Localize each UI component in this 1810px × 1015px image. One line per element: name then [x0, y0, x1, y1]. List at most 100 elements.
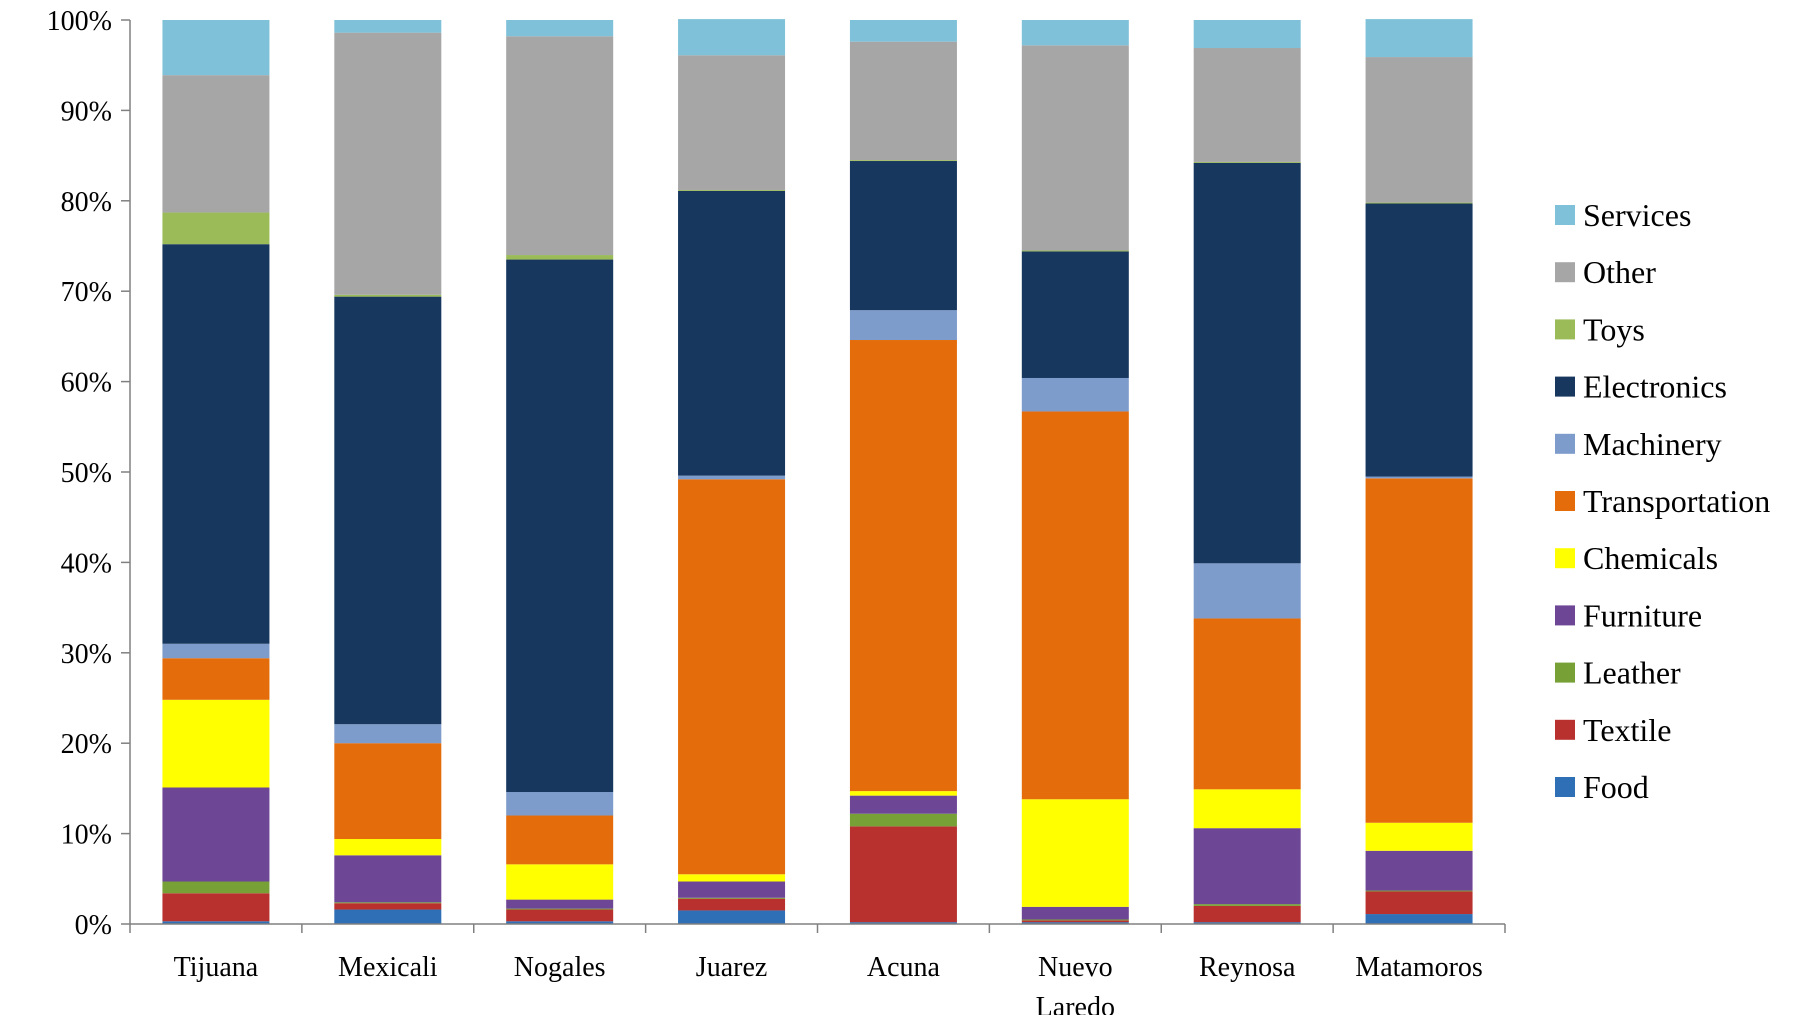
bar-segment-services-juarez: [678, 19, 786, 56]
bar-segment-electronics-nogales: [506, 259, 614, 793]
x-category-label: Acuna: [867, 952, 941, 983]
bar-segment-services-nogales: [506, 20, 614, 37]
bar-segment-electronics-mexicali: [334, 296, 442, 725]
legend-label-toys: Toys: [1583, 311, 1645, 347]
bar-segment-other-reynosa: [1193, 48, 1301, 162]
x-category-label: Juarez: [696, 952, 768, 983]
bar-segment-food-reynosa: [1193, 922, 1301, 924]
bar-segment-leather-tijuana: [162, 881, 270, 894]
legend-swatch-chemicals: [1555, 548, 1575, 569]
bar-segment-toys-nuevo-laredo: [1021, 250, 1129, 252]
axes-layer: 0% 10% 20% 30% 40% 50% 60% 70% 80% 90% 100% Tijuana…: [47, 6, 1506, 1015]
bar-segment-toys-tijuana: [162, 212, 270, 245]
bar-segment-leather-nogales: [506, 908, 614, 910]
bar-segment-textile-matamoros: [1365, 891, 1473, 915]
bar-segment-transportation-reynosa: [1193, 618, 1301, 790]
bar-segment-electronics-matamoros: [1365, 203, 1473, 477]
bar-segment-food-nogales: [506, 921, 614, 924]
legend-label-textile: Textile: [1583, 712, 1671, 748]
y-tick-label: 40%: [61, 548, 112, 579]
bar-segment-leather-nuevo-laredo: [1021, 919, 1129, 921]
bar-segment-leather-mexicali: [334, 902, 442, 904]
bar-segment-machinery-juarez: [678, 475, 786, 480]
bar-segment-transportation-juarez: [678, 479, 786, 875]
bar-segment-transportation-nogales: [506, 815, 614, 865]
bar-segment-textile-nogales: [506, 909, 614, 922]
bar-segment-food-juarez: [678, 910, 786, 924]
legend-swatch-transportation: [1555, 491, 1575, 511]
bar-segment-services-nuevo-laredo: [1021, 20, 1129, 46]
legend-label-chemicals: Chemicals: [1583, 540, 1718, 576]
bar-segment-chemicals-tijuana: [162, 699, 270, 788]
bar-segment-services-tijuana: [162, 20, 270, 76]
y-tick-label: 90%: [61, 96, 112, 127]
y-tick-label: 80%: [61, 187, 112, 218]
x-category-label: Reynosa: [1199, 952, 1296, 983]
legend-label-leather: Leather: [1583, 655, 1681, 691]
legend-swatch-furniture: [1555, 605, 1575, 626]
bar-segment-transportation-mexicali: [334, 743, 442, 840]
bar-segment-transportation-tijuana: [162, 658, 270, 700]
legend-label-transportation: Transportation: [1583, 483, 1770, 519]
x-category-label: Tijuana: [174, 952, 259, 983]
bar-segment-transportation-nuevo-laredo: [1021, 411, 1129, 800]
bar-segment-toys-acuna: [849, 160, 957, 162]
y-tick-label: 60%: [61, 368, 112, 399]
legend-swatch-food: [1555, 777, 1575, 797]
bar-segment-furniture-matamoros: [1365, 850, 1473, 891]
bar-segment-other-juarez: [678, 55, 786, 190]
bar-segment-textile-reynosa: [1193, 905, 1301, 923]
y-tick-label: 0%: [75, 910, 112, 941]
bar-segment-food-matamoros: [1365, 914, 1473, 924]
bar-segment-services-reynosa: [1193, 20, 1301, 49]
bars-layer: [162, 19, 1473, 924]
bar-segment-toys-matamoros: [1365, 202, 1473, 204]
legend-label-other: Other: [1583, 254, 1656, 290]
bar-segment-food-mexicali: [334, 909, 442, 924]
y-tick-label: 30%: [61, 639, 112, 670]
bar-segment-furniture-juarez: [678, 881, 786, 898]
bar-segment-chemicals-acuna: [849, 791, 957, 796]
bar-segment-toys-nogales: [506, 255, 614, 260]
bar-segment-food-acuna: [849, 922, 957, 924]
bar-segment-electronics-nuevo-laredo: [1021, 251, 1129, 378]
bar-segment-textile-nuevo-laredo: [1021, 920, 1129, 923]
bar-segment-furniture-mexicali: [334, 855, 442, 903]
bar-segment-furniture-nogales: [506, 899, 614, 909]
legend-swatch-textile: [1555, 719, 1575, 740]
bar-segment-leather-juarez: [678, 897, 786, 899]
bar-segment-chemicals-nuevo-laredo: [1021, 799, 1129, 907]
bar-segment-other-nuevo-laredo: [1021, 45, 1129, 251]
legend-label-machinery: Machinery: [1583, 426, 1722, 462]
bar-segment-chemicals-nogales: [506, 864, 614, 900]
legend-swatch-machinery: [1555, 433, 1575, 454]
bar-segment-furniture-reynosa: [1193, 828, 1301, 905]
bar-segment-textile-tijuana: [162, 893, 270, 922]
bar-segment-chemicals-juarez: [678, 874, 786, 882]
bar-segment-food-tijuana: [162, 921, 270, 924]
bar-segment-machinery-mexicali: [334, 724, 442, 744]
legend-label-electronics: Electronics: [1583, 369, 1727, 405]
bar-segment-furniture-acuna: [849, 795, 957, 814]
legend-swatch-other: [1555, 262, 1575, 283]
bar-segment-leather-reynosa: [1193, 904, 1301, 906]
bar-segment-textile-mexicali: [334, 903, 442, 910]
bar-segment-toys-juarez: [678, 189, 786, 191]
bar-segment-machinery-nuevo-laredo: [1021, 377, 1129, 412]
bar-segment-machinery-acuna: [849, 310, 957, 341]
bar-segment-chemicals-mexicali: [334, 839, 442, 856]
bar-segment-electronics-tijuana: [162, 244, 270, 644]
bar-segment-services-matamoros: [1365, 19, 1473, 58]
bar-segment-toys-reynosa: [1193, 161, 1301, 163]
legend: Services Other Toys Electronics Machinery Tra…: [1555, 197, 1770, 805]
legend-label-services: Services: [1583, 197, 1691, 233]
legend-swatch-electronics: [1555, 376, 1575, 397]
bar-segment-chemicals-reynosa: [1193, 789, 1301, 829]
bar-segment-machinery-tijuana: [162, 643, 270, 659]
bar-segment-leather-matamoros: [1365, 890, 1473, 892]
bar-segment-services-acuna: [849, 20, 957, 42]
bar-segment-leather-acuna: [849, 813, 957, 827]
bar-segment-other-acuna: [849, 41, 957, 161]
